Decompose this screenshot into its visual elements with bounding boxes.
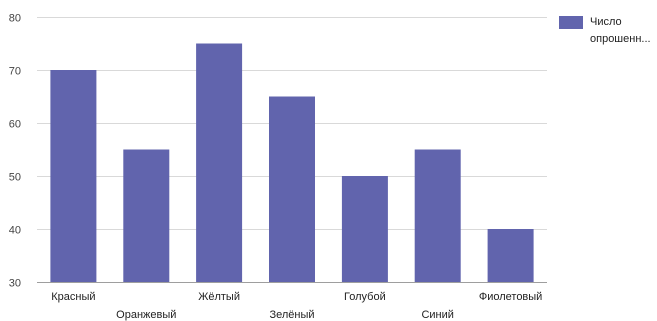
y-tick-label: 50 <box>9 172 21 184</box>
legend: Число опрошенн... <box>559 14 657 48</box>
x-tick-label: Жёлтый <box>198 291 240 303</box>
legend-label: Число опрошенн... <box>590 14 651 48</box>
x-tick-label: Синий <box>421 309 453 321</box>
x-axis-labels: Красный Оранжевый Жёлтый Зелёный Голубой Сини… <box>51 291 542 321</box>
legend-label-line1: Число <box>590 16 622 28</box>
bar-1 <box>50 70 97 282</box>
bar-2 <box>123 149 170 282</box>
y-axis-ticks: 30 40 50 60 70 80 <box>9 13 21 290</box>
y-tick-label: 30 <box>9 278 21 290</box>
legend-swatch <box>559 16 583 29</box>
bar-3 <box>196 43 243 282</box>
bar-7 <box>487 229 534 282</box>
x-tick-label: Зелёный <box>269 309 314 321</box>
y-tick-label: 70 <box>9 66 21 78</box>
x-tick-label: Фиолетовый <box>479 291 542 303</box>
y-tick-label: 40 <box>9 225 21 237</box>
bar-5 <box>341 176 388 282</box>
bars <box>50 43 534 282</box>
x-tick-label: Красный <box>51 291 95 303</box>
y-tick-label: 80 <box>9 13 21 25</box>
x-tick-label: Голубой <box>344 291 386 303</box>
bar-4 <box>269 96 315 282</box>
y-tick-label: 60 <box>9 119 21 131</box>
x-tick-label: Оранжевый <box>116 309 176 321</box>
legend-label-line2: опрошенн... <box>590 33 651 45</box>
bar-6 <box>414 149 461 282</box>
